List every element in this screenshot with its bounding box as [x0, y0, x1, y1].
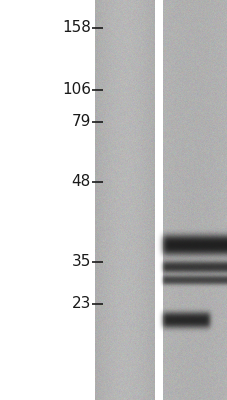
Text: 35: 35 — [71, 254, 91, 270]
Text: 79: 79 — [71, 114, 91, 130]
Text: 106: 106 — [62, 82, 91, 98]
Text: 23: 23 — [71, 296, 91, 312]
Text: 48: 48 — [72, 174, 91, 190]
Text: 158: 158 — [62, 20, 91, 36]
